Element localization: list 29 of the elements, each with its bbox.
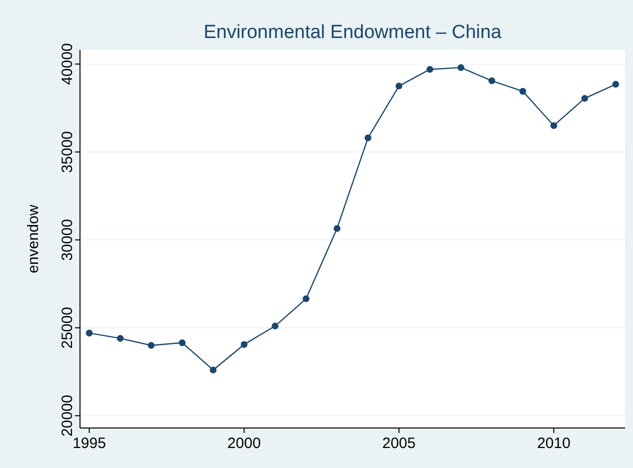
y-tick-label: 20000 <box>59 394 76 437</box>
x-tick-label: 2010 <box>537 435 570 452</box>
point <box>581 94 588 102</box>
point <box>488 77 496 84</box>
point <box>116 334 124 342</box>
point <box>178 339 186 346</box>
chart-title: Environmental Endowment – China <box>204 22 502 43</box>
x-tick-label: 2005 <box>382 435 416 452</box>
point <box>519 88 526 95</box>
point <box>396 82 402 90</box>
point <box>148 342 155 349</box>
point <box>426 66 434 73</box>
x-tick-label: 2000 <box>227 435 261 452</box>
point <box>334 225 340 232</box>
y-tick-label: 40000 <box>59 43 76 85</box>
point <box>457 64 464 71</box>
point <box>240 341 248 348</box>
y-tick-label: 25000 <box>59 306 76 349</box>
point <box>364 134 372 142</box>
y-tick-label: 30000 <box>59 219 76 261</box>
point <box>86 330 93 336</box>
point <box>272 322 278 330</box>
point <box>210 366 217 374</box>
point <box>302 295 310 302</box>
point <box>612 80 620 88</box>
point <box>550 122 558 129</box>
y-axis-title: envendow <box>25 204 42 274</box>
y-tick-label: 35000 <box>59 131 76 173</box>
x-tick-label: 1995 <box>72 435 106 452</box>
